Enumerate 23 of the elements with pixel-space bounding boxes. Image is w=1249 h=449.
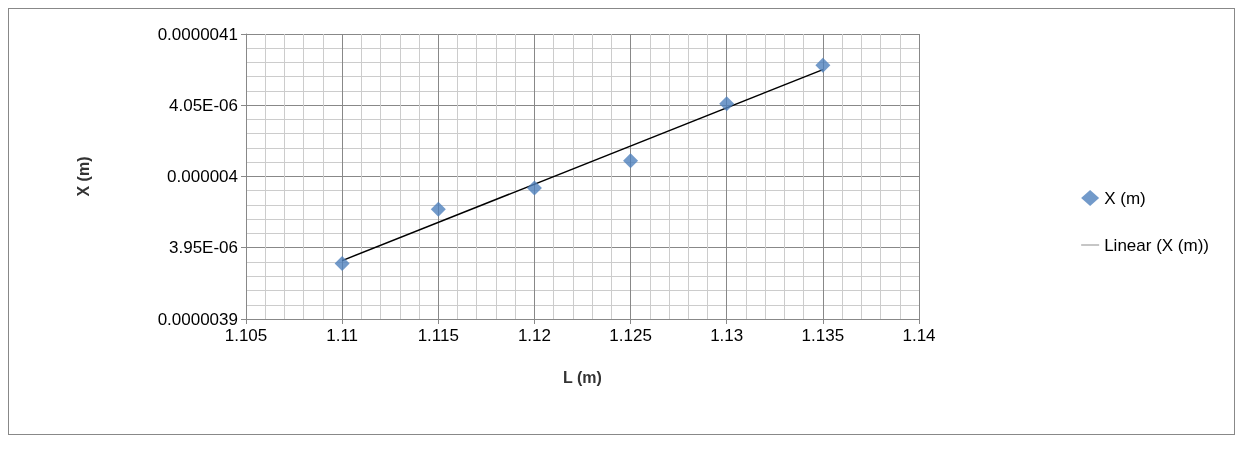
x-tick-label: 1.125	[609, 326, 652, 345]
point	[623, 153, 639, 169]
y-tick-label: 4.05E-06	[169, 95, 238, 115]
y-tick-label: 0.0000041	[157, 24, 238, 44]
x-tick-label: 1.12	[517, 326, 551, 345]
point	[815, 57, 831, 73]
y-axis-title: X (m)	[74, 156, 92, 197]
x-axis-title: L (m)	[563, 368, 602, 386]
legend-label: Linear (X (m))	[1104, 235, 1210, 255]
x-tick-label: 1.105	[224, 326, 268, 345]
point	[719, 96, 735, 112]
x-tick-label: 1.14	[902, 326, 936, 345]
x-tick-label: 1.11	[326, 326, 359, 345]
point	[526, 180, 542, 196]
y-tick-label: 3.95E-06	[169, 238, 238, 258]
point	[430, 201, 446, 217]
x-tick-label: 1.13	[710, 326, 744, 345]
y-tick-label: 0.000004	[167, 167, 238, 186]
x-tick-label: 1.135	[801, 326, 845, 345]
legend-label: X (m)	[1104, 188, 1146, 208]
y-tick-label: 0.0000039	[157, 309, 238, 329]
point	[334, 255, 350, 271]
x-tick-label: 1.115	[417, 326, 459, 345]
